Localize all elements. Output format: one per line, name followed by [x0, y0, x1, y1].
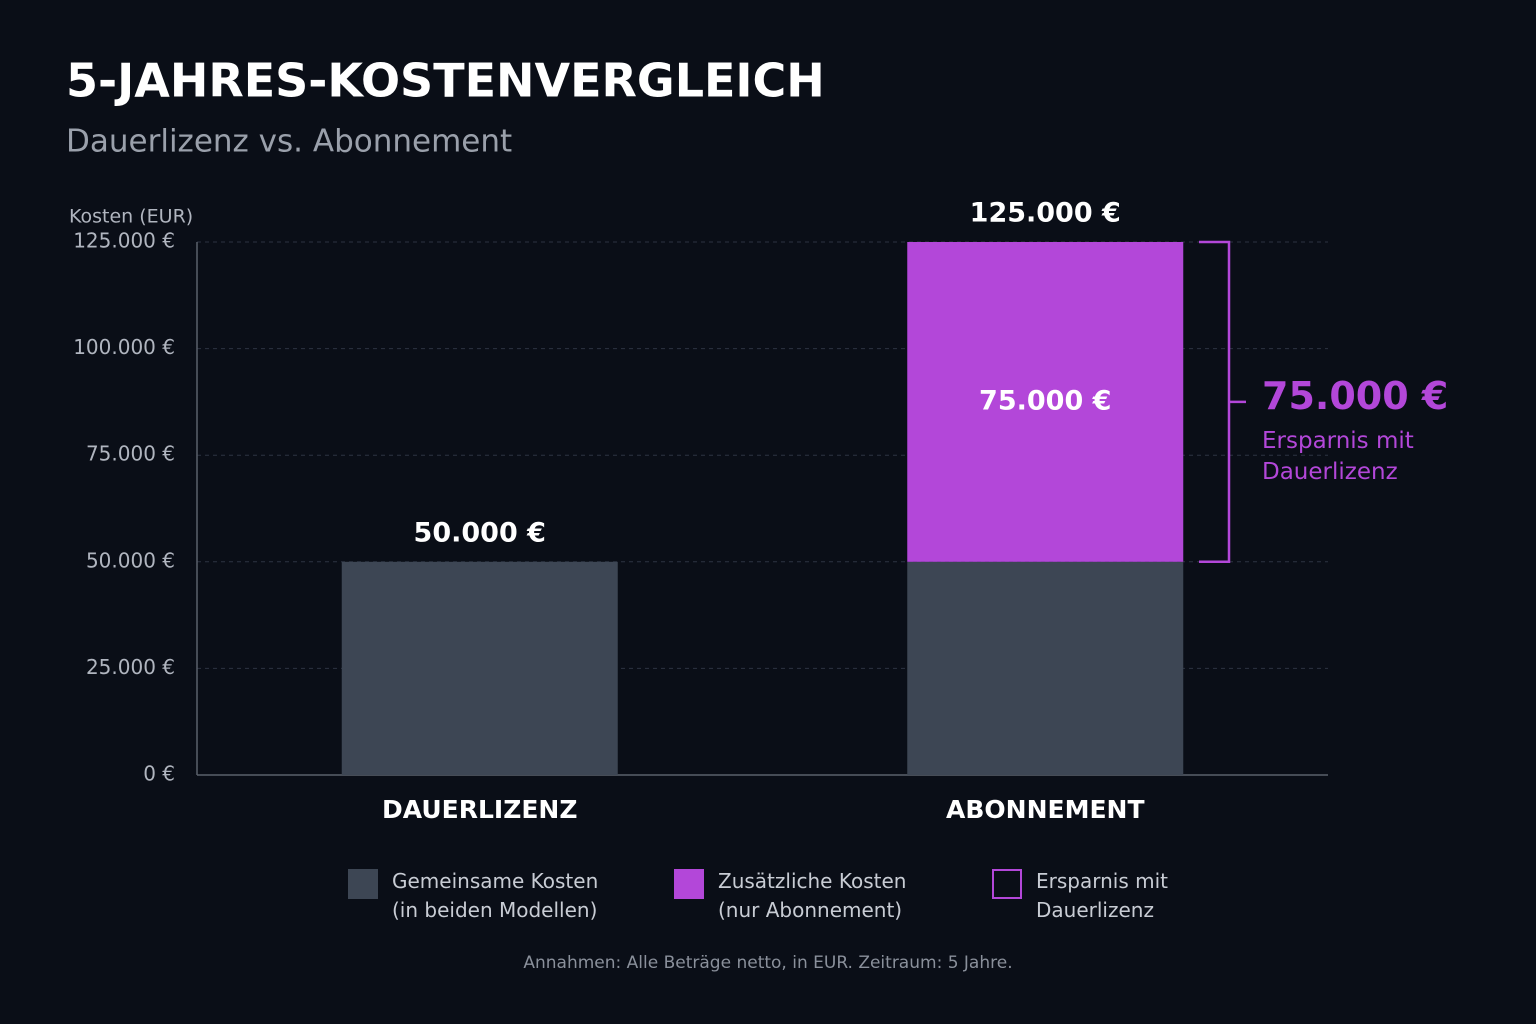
total-label: 125.000 € [970, 198, 1121, 229]
annotation: 75.000 € Ersparnis mit Dauerlizenz [1262, 372, 1462, 488]
bar-segment [907, 561, 1184, 775]
bar-segment [907, 242, 1184, 562]
x-tick-label: DAUERLIZENZ [382, 795, 577, 824]
value-label: 75.000 € [979, 385, 1111, 416]
savings-bracket [1199, 240, 1246, 564]
y-tick-label: 25.000 € [86, 655, 175, 679]
x-tick-label: ABONNEMENT [946, 795, 1145, 824]
legend-swatch [348, 869, 378, 899]
legend-label: Gemeinsame Kosten (in beiden Modellen) [392, 869, 599, 922]
legend-item: Gemeinsame Kosten (in beiden Modellen) [348, 867, 612, 925]
total-label: 50.000 € [414, 517, 546, 548]
y-tick-label: 0 € [143, 762, 175, 786]
y-tick-label: 100.000 € [73, 335, 175, 359]
footnote: Annahmen: Alle Beträge netto, in EUR. Ze… [523, 953, 1012, 973]
annotation-text: Ersparnis mit Dauerlizenz [1262, 428, 1414, 485]
bar-segment [341, 561, 618, 775]
legend-item: Ersparnis mit Dauerlizenz [992, 867, 1186, 925]
legend-swatch [992, 869, 1022, 899]
legend-item: Zusätzliche Kosten (nur Abonnement) [674, 867, 938, 925]
y-axis-label: Kosten (EUR) [69, 206, 193, 228]
legend-label: Ersparnis mit Dauerlizenz [1036, 869, 1168, 922]
y-tick-label: 50.000 € [86, 548, 175, 572]
chart-subtitle: Dauerlizenz vs. Abonnement [66, 124, 512, 160]
legend-swatch [674, 869, 704, 899]
annotation-value: 75.000 € [1262, 374, 1449, 418]
y-tick-label: 75.000 € [86, 442, 175, 466]
legend-label: Zusätzliche Kosten (nur Abonnement) [718, 869, 907, 922]
chart-title: 5-JAHRES-KOSTENVERGLEICH [66, 54, 825, 108]
y-tick-label: 125.000 € [73, 229, 175, 253]
